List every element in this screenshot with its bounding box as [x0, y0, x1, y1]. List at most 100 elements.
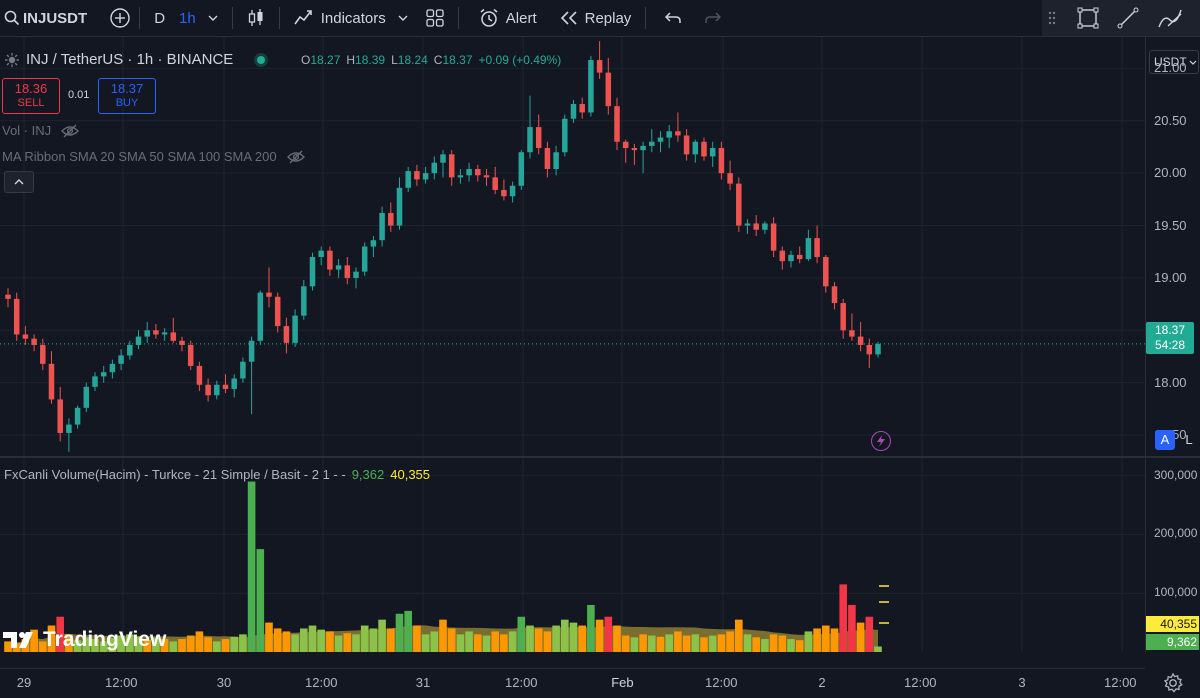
candle-body — [396, 187, 403, 226]
candlestick-chart[interactable] — [0, 37, 1145, 456]
candle-body — [205, 384, 211, 396]
volume-bar — [656, 636, 665, 652]
templates-button[interactable] — [426, 0, 444, 36]
price-chart-pane[interactable]: INJ / TetherUS · 1h · BINANCE O 18.27 H 18… — [0, 37, 1145, 456]
volume-bar — [813, 628, 821, 652]
volume-bar — [508, 631, 517, 652]
close-value: 18.37 — [442, 53, 473, 67]
indicators-button[interactable]: Indicators — [294, 0, 386, 36]
ma-ribbon-legend[interactable]: MA Ribbon SMA 20 SMA 50 SMA 100 SMA 200 — [2, 149, 305, 164]
sell-price: 18.36 — [14, 81, 48, 96]
candle-body — [535, 127, 542, 149]
volume-bar — [230, 636, 238, 652]
candle-body — [805, 238, 812, 260]
candle-body — [483, 175, 490, 178]
candle-body — [796, 254, 803, 260]
interval-daily[interactable]: D — [154, 0, 165, 36]
undo-button[interactable] — [664, 0, 682, 36]
interval-dropdown[interactable] — [208, 0, 218, 36]
volume-bar — [691, 634, 700, 652]
candle-body — [5, 294, 11, 299]
volume-bar — [47, 625, 56, 652]
eye-off-icon[interactable] — [286, 150, 305, 164]
ohlc-values: O 18.27 H 18.39 L 18.24 C 18.37 +0.09 (+0.49… — [301, 53, 561, 67]
chevron-up-icon — [14, 179, 24, 185]
candle-body — [457, 175, 464, 178]
time-axis[interactable]: 29 12:00 30 12:00 31 12:00 Feb 12:00 2 12:00 3 12:0… — [0, 668, 1145, 698]
pane-separator[interactable] — [0, 456, 1200, 458]
time-tick-label: 30 — [216, 675, 232, 690]
volume-bar — [430, 631, 439, 652]
time-tick-label: 31 — [415, 675, 431, 690]
rectangle-tool-icon[interactable] — [1076, 6, 1100, 30]
volume-bar — [178, 639, 186, 652]
spread-value: 0.01 — [68, 89, 90, 101]
candle-body — [109, 363, 116, 373]
volume-bar — [865, 616, 874, 652]
drag-handle-icon[interactable] — [1047, 10, 1057, 26]
volume-bar — [474, 634, 482, 652]
volume-histogram[interactable] — [0, 458, 1145, 652]
currency-selector[interactable]: USDT — [1149, 50, 1199, 74]
volume-bar — [239, 634, 247, 652]
volume-bar — [787, 639, 795, 652]
candle-body — [448, 154, 455, 178]
eye-off-icon[interactable] — [61, 124, 80, 138]
interval-1h[interactable]: 1h — [179, 0, 196, 36]
volume-bar — [91, 639, 99, 652]
volume-bar — [752, 637, 760, 652]
volume-bar — [682, 635, 691, 652]
candle-body — [318, 250, 324, 257]
volume-tick-label: 100,000 — [1154, 585, 1198, 600]
replay-button[interactable]: Replay — [559, 0, 631, 36]
volume-bar — [169, 641, 178, 652]
collapse-legend-button[interactable] — [4, 171, 34, 193]
volume-bar — [735, 619, 743, 652]
redo-button[interactable] — [704, 0, 722, 36]
candle-body — [353, 271, 359, 278]
log-scale-label: L — [1185, 432, 1193, 447]
price-tick-label: 21.00 — [1154, 60, 1187, 76]
brush-icon[interactable] — [1156, 6, 1184, 30]
auto-scale-button[interactable]: A — [1155, 430, 1175, 450]
volume-bar — [413, 625, 421, 652]
candle-body — [849, 330, 855, 337]
lightning-icon[interactable] — [871, 431, 891, 451]
indicators-dropdown[interactable] — [398, 0, 408, 36]
symbol-title: INJ / TetherUS · 1h · BINANCE — [26, 51, 234, 68]
candle-body — [649, 141, 655, 146]
volume-indicator-legend[interactable]: Vol · INJ — [2, 123, 80, 138]
volume-bar — [665, 634, 673, 652]
candle-body — [335, 265, 342, 270]
volume-axis[interactable]: 300,000 200,000 100,000 40,355 9,362 — [1145, 458, 1200, 652]
divider — [645, 7, 647, 29]
candle-body — [74, 407, 81, 425]
currency-label: USDT — [1154, 55, 1187, 69]
candle-body — [744, 223, 751, 226]
price-tick-label: 19.50 — [1154, 217, 1187, 233]
volume-tick-label: 200,000 — [1154, 526, 1198, 541]
candle-body — [170, 332, 177, 341]
symbol-search[interactable]: INJUSDT — [4, 0, 87, 36]
grid-icon — [426, 9, 444, 27]
candle-body — [466, 168, 472, 176]
chart-type-button[interactable] — [247, 0, 265, 36]
candle-body — [127, 344, 133, 356]
compare-button[interactable] — [109, 0, 131, 36]
candle-body — [509, 185, 516, 197]
candle-body — [344, 265, 351, 278]
alert-button[interactable]: Alert — [479, 0, 537, 36]
volume-bar — [795, 640, 804, 652]
candle-body — [692, 141, 699, 155]
log-scale-button[interactable]: L — [1179, 430, 1199, 450]
trend-line-icon[interactable] — [1116, 6, 1140, 30]
sell-button[interactable]: 18.36 SELL — [2, 78, 60, 114]
symbol-name: INJUSDT — [23, 9, 88, 27]
undo-icon — [665, 12, 682, 23]
price-axis[interactable]: USDT 21.0020.5020.0019.5019.0018.5018.00… — [1145, 37, 1200, 456]
settings-gear-icon[interactable] — [1162, 672, 1184, 694]
candle-body — [83, 386, 90, 408]
buy-button[interactable]: 18.37 BUY — [98, 78, 156, 114]
candle-body — [675, 131, 681, 136]
volume-pane[interactable]: FxCanli Volume(Hacim) - Turkce - 21 Simp… — [0, 458, 1145, 652]
